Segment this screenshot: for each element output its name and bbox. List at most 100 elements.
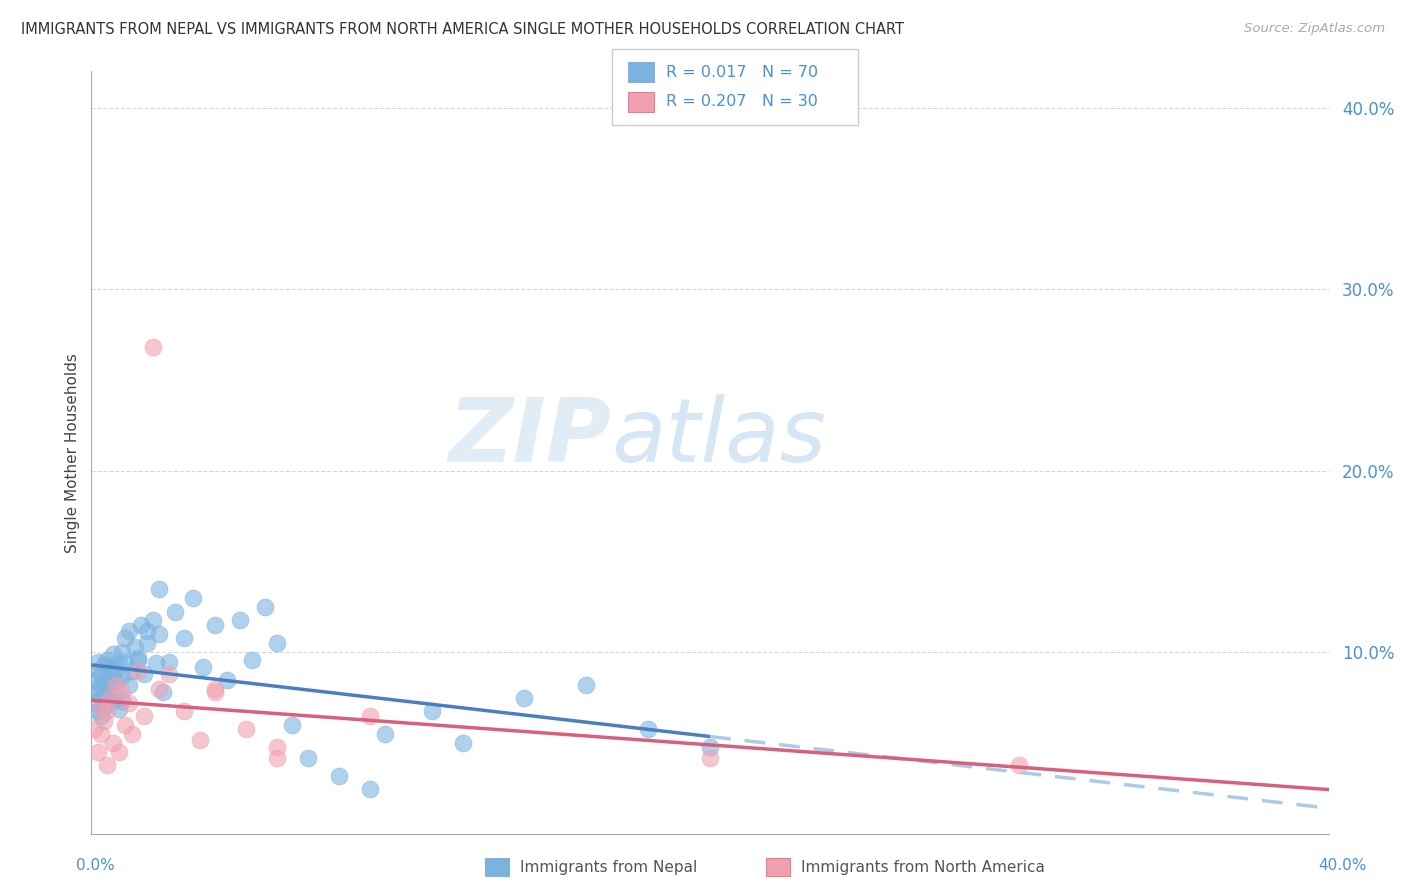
Point: [90, 699, 112, 714]
Point: [699, 739, 721, 754]
Point: [240, 653, 263, 667]
Point: [127, 651, 149, 665]
Point: [148, 681, 170, 696]
Point: [374, 727, 396, 741]
Text: 0.0%: 0.0%: [76, 858, 115, 872]
Point: [132, 709, 155, 723]
Point: [217, 673, 239, 687]
Point: [359, 709, 381, 723]
Point: [266, 750, 288, 764]
Point: [98, 660, 121, 674]
Point: [204, 618, 226, 632]
Text: Immigrants from Nepal: Immigrants from Nepal: [520, 860, 697, 874]
Point: [117, 696, 139, 710]
Point: [145, 657, 167, 671]
Point: [173, 704, 195, 718]
Point: [101, 736, 124, 750]
Point: [132, 667, 155, 681]
Point: [83, 696, 105, 710]
Point: [98, 687, 121, 701]
Text: R = 0.017   N = 70: R = 0.017 N = 70: [666, 65, 818, 79]
Point: [108, 745, 131, 759]
Point: [90, 709, 112, 723]
Point: [188, 732, 211, 747]
Point: [96, 758, 118, 772]
Point: [86, 685, 108, 699]
Point: [136, 624, 159, 638]
Point: [101, 667, 124, 681]
Point: [513, 690, 536, 705]
Point: [183, 591, 205, 605]
Point: [163, 606, 186, 620]
Point: [142, 340, 165, 354]
Point: [96, 692, 118, 706]
Point: [114, 718, 136, 732]
Point: [235, 722, 257, 736]
Point: [117, 624, 139, 638]
Point: [111, 669, 134, 683]
Text: Source: ZipAtlas.com: Source: ZipAtlas.com: [1244, 22, 1385, 36]
Point: [105, 689, 128, 703]
Point: [86, 664, 108, 678]
Point: [105, 662, 128, 676]
Point: [297, 750, 319, 764]
Point: [90, 727, 112, 741]
Point: [93, 683, 115, 698]
Point: [253, 600, 276, 615]
Point: [328, 769, 350, 783]
Point: [136, 636, 159, 650]
Point: [114, 655, 136, 669]
Point: [93, 658, 115, 673]
Point: [121, 664, 143, 678]
Point: [637, 722, 659, 736]
Point: [93, 699, 115, 714]
Point: [152, 685, 174, 699]
Text: atlas: atlas: [612, 394, 825, 481]
Point: [111, 694, 134, 708]
Point: [148, 582, 170, 596]
Point: [157, 655, 180, 669]
Point: [86, 745, 108, 759]
Point: [86, 655, 108, 669]
Point: [83, 681, 105, 696]
Point: [111, 645, 134, 659]
Point: [204, 685, 226, 699]
Point: [90, 667, 112, 681]
Point: [359, 781, 381, 796]
Point: [266, 739, 288, 754]
Point: [93, 714, 115, 729]
Point: [98, 690, 121, 705]
Point: [699, 750, 721, 764]
Point: [96, 704, 118, 718]
Y-axis label: Single Mother Households: Single Mother Households: [65, 352, 80, 553]
Point: [101, 694, 124, 708]
Point: [204, 681, 226, 696]
Point: [111, 685, 134, 699]
Text: ZIP: ZIP: [449, 394, 612, 481]
Point: [96, 671, 118, 685]
Point: [90, 678, 112, 692]
Point: [266, 636, 288, 650]
Point: [83, 722, 105, 736]
Point: [575, 678, 598, 692]
Point: [98, 676, 121, 690]
Point: [105, 678, 128, 692]
Point: [124, 640, 146, 654]
Point: [173, 631, 195, 645]
Point: [127, 664, 149, 678]
Point: [229, 613, 252, 627]
Point: [105, 674, 128, 689]
Point: [148, 627, 170, 641]
Point: [121, 727, 143, 741]
Point: [117, 678, 139, 692]
Point: [281, 718, 304, 732]
Text: 40.0%: 40.0%: [1319, 858, 1367, 872]
Point: [108, 702, 131, 716]
Point: [108, 657, 131, 671]
Point: [1008, 758, 1031, 772]
Point: [129, 618, 152, 632]
Point: [83, 673, 105, 687]
Point: [96, 653, 118, 667]
Point: [114, 631, 136, 645]
Text: Immigrants from North America: Immigrants from North America: [801, 860, 1045, 874]
